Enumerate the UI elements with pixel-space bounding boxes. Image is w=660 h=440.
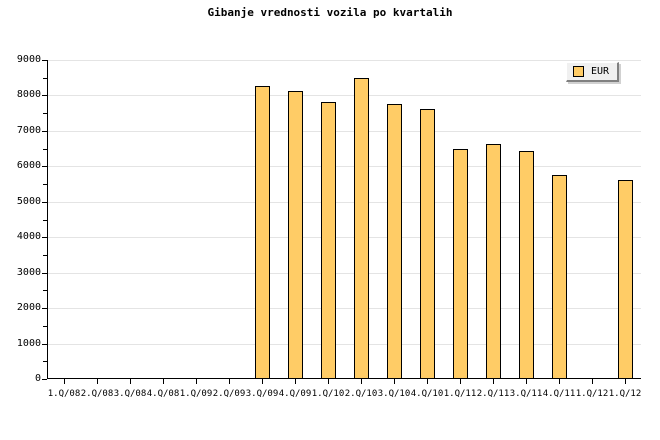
y-axis-minor-tick — [43, 113, 47, 114]
gridline — [48, 273, 641, 274]
x-axis-tick — [229, 379, 230, 384]
x-axis-tick — [592, 379, 593, 384]
y-axis-label: 9000 — [16, 54, 41, 65]
x-axis-tick — [526, 379, 527, 384]
bar[interactable] — [354, 78, 369, 379]
y-axis-tick — [42, 60, 47, 61]
x-axis-tick — [64, 379, 65, 384]
x-axis-label: 3.Q/08 — [113, 389, 147, 399]
x-axis-label: 1.Q/08 — [47, 389, 81, 399]
y-axis-minor-tick — [43, 220, 47, 221]
x-axis-label: 1.Q/12 — [608, 389, 642, 399]
chart-title: Gibanje vrednosti vozila po kvartalih — [207, 6, 453, 19]
x-axis-tick — [163, 379, 164, 384]
bar[interactable] — [486, 144, 501, 379]
bar[interactable] — [618, 180, 633, 379]
bar[interactable] — [321, 102, 336, 379]
y-axis-minor-tick — [43, 326, 47, 327]
gridline — [48, 202, 641, 203]
legend[interactable]: EUR — [566, 62, 620, 82]
y-axis-label: 1000 — [16, 338, 41, 349]
y-axis-minor-tick — [43, 78, 47, 79]
gridline — [48, 344, 641, 345]
gridline — [48, 131, 641, 132]
gridline — [48, 237, 641, 238]
y-axis-tick — [42, 131, 47, 132]
y-axis-label: 3000 — [16, 267, 41, 278]
y-axis-tick — [42, 308, 47, 309]
legend-label-eur: EUR — [591, 66, 610, 77]
x-axis-tick — [625, 379, 626, 384]
plot-area — [47, 60, 641, 379]
y-axis-minor-tick — [43, 255, 47, 256]
x-axis-tick — [493, 379, 494, 384]
x-axis-label: 1.Q/11 — [443, 389, 477, 399]
bar[interactable] — [420, 109, 435, 379]
x-axis-label: 2.Q/11 — [476, 389, 510, 399]
x-axis-tick — [130, 379, 131, 384]
x-axis-label: 3.Q/11 — [509, 389, 543, 399]
x-axis-label: 2.Q/08 — [80, 389, 114, 399]
x-axis-tick — [427, 379, 428, 384]
x-axis-label: 1.Q/09 — [179, 389, 213, 399]
x-axis-tick — [262, 379, 263, 384]
x-axis-tick — [361, 379, 362, 384]
y-axis-minor-tick — [43, 290, 47, 291]
x-axis-label: 2.Q/10 — [344, 389, 378, 399]
x-axis-label: 1.Q/10 — [311, 389, 345, 399]
x-axis-label: 3.Q/10 — [377, 389, 411, 399]
x-axis-label: 1.Q/12 — [575, 389, 609, 399]
x-axis-label: 4.Q/09 — [278, 389, 312, 399]
bar[interactable] — [453, 149, 468, 379]
y-axis-tick — [42, 237, 47, 238]
x-axis-label: 2.Q/09 — [212, 389, 246, 399]
gridline — [48, 166, 641, 167]
y-axis-label: 5000 — [16, 196, 41, 207]
gridline — [48, 95, 641, 96]
gridline — [48, 308, 641, 309]
y-axis-minor-tick — [43, 361, 47, 362]
x-axis-label: 3.Q/09 — [245, 389, 279, 399]
y-axis-label: 7000 — [16, 125, 41, 136]
y-axis-tick — [42, 202, 47, 203]
x-axis-label: 4.Q/10 — [410, 389, 444, 399]
bar[interactable] — [255, 86, 270, 379]
bar[interactable] — [519, 151, 534, 379]
x-axis-tick — [295, 379, 296, 384]
bar[interactable] — [288, 91, 303, 379]
x-axis-tick — [328, 379, 329, 384]
y-axis-tick — [42, 344, 47, 345]
y-axis-label: 6000 — [16, 160, 41, 171]
y-axis-tick — [42, 273, 47, 274]
y-axis-label: 8000 — [16, 89, 41, 100]
legend-swatch-eur-icon — [573, 66, 584, 77]
y-axis-tick — [42, 95, 47, 96]
bar[interactable] — [552, 175, 567, 379]
y-axis-minor-tick — [43, 184, 47, 185]
x-axis-tick — [460, 379, 461, 384]
x-axis-tick — [97, 379, 98, 384]
x-axis-label: 4.Q/08 — [146, 389, 180, 399]
y-axis-tick — [42, 379, 47, 380]
gridline — [48, 60, 641, 61]
y-axis-label: 0 — [34, 373, 41, 384]
x-axis-tick — [196, 379, 197, 384]
y-axis-tick — [42, 166, 47, 167]
y-axis-label: 2000 — [16, 302, 41, 313]
bar[interactable] — [387, 104, 402, 379]
x-axis-tick — [559, 379, 560, 384]
x-axis-tick — [394, 379, 395, 384]
y-axis-label: 4000 — [16, 231, 41, 242]
y-axis-minor-tick — [43, 149, 47, 150]
x-axis-label: 4.Q/11 — [542, 389, 576, 399]
